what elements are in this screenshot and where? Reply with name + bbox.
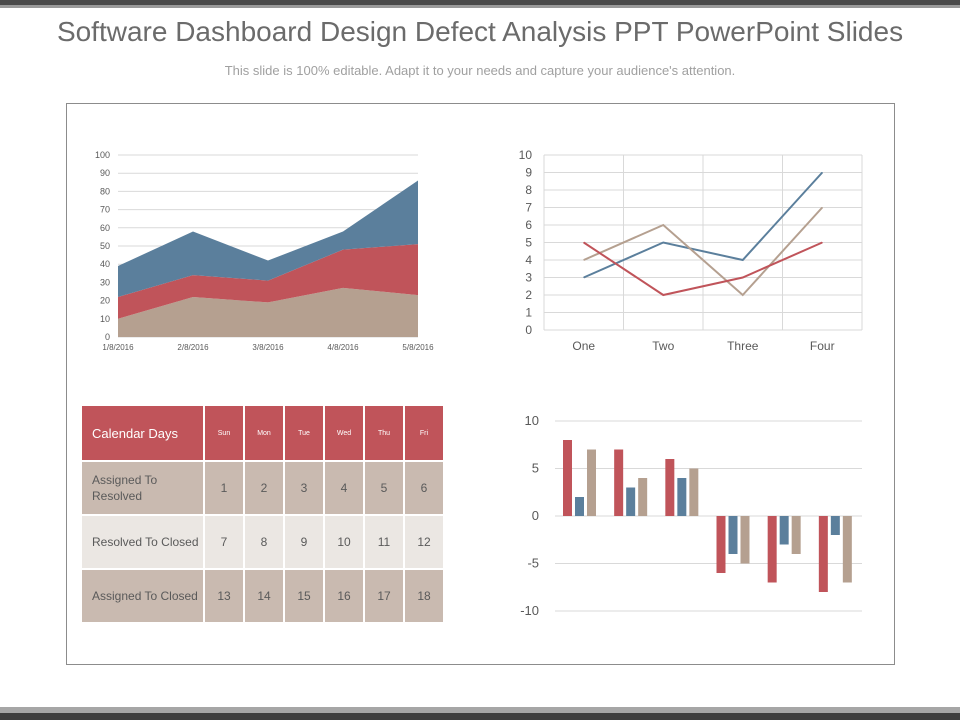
table-row: Assigned To Resolved 1 2 3 4 5 6: [82, 462, 445, 516]
table-row-label: Assigned To Closed: [82, 570, 205, 624]
table-cell: 11: [365, 516, 405, 570]
table-row: Assigned To Closed 13 14 15 16 17 18: [82, 570, 445, 624]
table-cell: 17: [365, 570, 405, 624]
table-cell: 2: [245, 462, 285, 516]
table-row-label: Resolved To Closed: [82, 516, 205, 570]
table-cell: 12: [405, 516, 445, 570]
table-cell: 6: [405, 462, 445, 516]
table-cell: 5: [365, 462, 405, 516]
table-cell: 13: [205, 570, 245, 624]
slide-title: Software Dashboard Design Defect Analysi…: [56, 16, 904, 47]
table-cell: 16: [325, 570, 365, 624]
table-cell: 18: [405, 570, 445, 624]
calendar-days-table: Calendar Days Sun Mon Tue Wed Thu Fri As…: [82, 406, 445, 624]
table-cell: 15: [285, 570, 325, 624]
table-cell: 14: [245, 570, 285, 624]
table-row-label: Assigned To Resolved: [82, 462, 205, 516]
table-header-cell: Fri: [405, 406, 445, 462]
table-cell: 8: [245, 516, 285, 570]
table-header-cell: Mon: [245, 406, 285, 462]
table-cell: 9: [285, 516, 325, 570]
slide-subtitle: This slide is 100% editable. Adapt it to…: [224, 63, 736, 78]
bottom-accent-bar: [0, 707, 960, 720]
table-header-row: Calendar Days Sun Mon Tue Wed Thu Fri: [82, 406, 445, 462]
table-header-cell: Sun: [205, 406, 245, 462]
top-accent-bar: [0, 0, 960, 8]
table-header-cell: Tue: [285, 406, 325, 462]
table-header-cell: Calendar Days: [82, 406, 205, 462]
table-cell: 3: [285, 462, 325, 516]
table-row: Resolved To Closed 7 8 9 10 11 12: [82, 516, 445, 570]
table-header-cell: Thu: [365, 406, 405, 462]
table-cell: 10: [325, 516, 365, 570]
table-cell: 1: [205, 462, 245, 516]
table-header-cell: Wed: [325, 406, 365, 462]
table-cell: 4: [325, 462, 365, 516]
table-cell: 7: [205, 516, 245, 570]
